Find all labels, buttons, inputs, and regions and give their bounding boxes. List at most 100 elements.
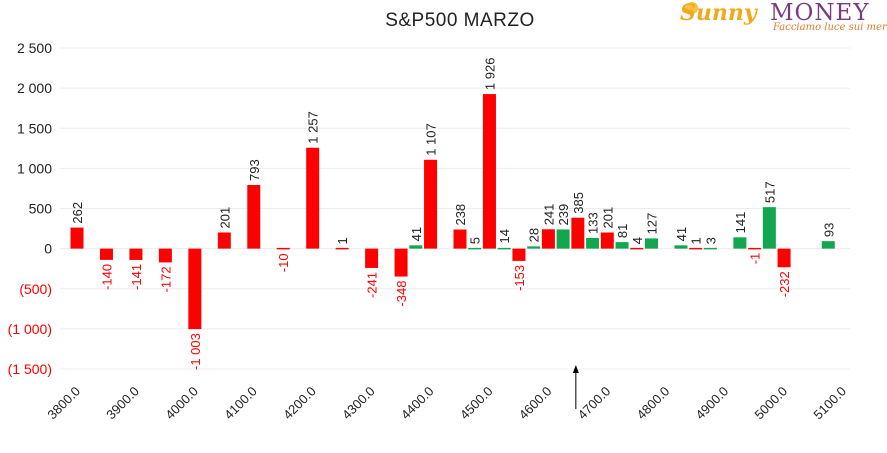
logo-money-text: MONEY	[770, 0, 870, 26]
x-tick-label: 3800.0	[44, 384, 83, 423]
bar	[335, 247, 349, 250]
bar	[645, 238, 658, 249]
bar	[365, 248, 379, 268]
data-label: 1	[689, 237, 704, 244]
sun-icon	[686, 2, 698, 14]
bar	[541, 229, 555, 249]
data-label: 133	[586, 212, 601, 234]
data-label: -153	[512, 265, 527, 291]
logo-tagline: Facciamo luce sui mercati	[773, 22, 887, 33]
bar	[468, 247, 482, 250]
y-tick-label: 1 000	[17, 160, 52, 176]
data-label: 41	[674, 227, 689, 241]
x-tick-label: 4900.0	[693, 384, 732, 423]
data-label: 14	[497, 229, 512, 243]
bar	[777, 248, 791, 268]
bar	[586, 237, 600, 249]
bar	[129, 248, 143, 260]
data-label: -140	[99, 264, 114, 290]
data-label: 28	[527, 228, 542, 242]
data-label: 239	[556, 204, 571, 226]
bar	[821, 241, 835, 249]
x-tick-label: 3900.0	[103, 384, 142, 423]
x-tick-label: 4500.0	[457, 384, 496, 423]
data-label: 517	[762, 181, 777, 203]
x-tick-label: 4800.0	[634, 384, 673, 423]
bar	[217, 232, 231, 249]
data-label: 3	[703, 237, 718, 244]
bar	[247, 184, 261, 249]
price-marker-arrowhead	[572, 365, 579, 373]
bar	[571, 217, 585, 249]
chart-title: S&P500 MARZO	[385, 10, 535, 31]
data-label: -172	[158, 266, 173, 292]
bar	[497, 247, 511, 250]
logo-main-text: Sunny	[680, 0, 757, 26]
bar	[689, 247, 703, 250]
x-tick-label: 5100.0	[810, 384, 849, 423]
bar	[674, 245, 688, 249]
y-tick-label: 2 000	[17, 80, 52, 96]
data-label: 1 257	[306, 111, 321, 144]
bar	[748, 247, 762, 250]
data-label: 141	[733, 212, 748, 234]
data-label: -241	[365, 272, 380, 298]
data-label: -1	[748, 253, 763, 265]
data-label: 201	[217, 207, 232, 229]
x-tick-label: 4200.0	[280, 384, 319, 423]
y-tick-label: 1 500	[17, 120, 52, 136]
data-label: 127	[645, 213, 660, 235]
bar	[703, 247, 717, 250]
x-tick-label: 5000.0	[751, 384, 790, 423]
data-label: 238	[453, 204, 468, 226]
bar	[70, 227, 84, 249]
data-label: -1 003	[188, 333, 203, 370]
bar	[158, 248, 172, 263]
bar	[556, 229, 570, 249]
bar	[527, 246, 541, 249]
data-label: -232	[777, 271, 792, 297]
bar	[306, 147, 320, 249]
y-tick-label: 0	[44, 241, 52, 257]
data-label: 1 926	[482, 58, 497, 91]
x-tick-label: 4300.0	[339, 384, 378, 423]
x-tick-label: 4100.0	[221, 384, 260, 423]
data-label: -348	[394, 281, 409, 307]
data-label: 262	[70, 202, 85, 224]
y-tick-label: (1 000)	[8, 321, 52, 337]
data-label: 4	[630, 237, 645, 244]
y-tick-label: 500	[29, 201, 53, 217]
data-label: 201	[600, 207, 615, 229]
data-label: 241	[541, 204, 556, 226]
data-label: 793	[247, 159, 262, 181]
x-tick-label: 4600.0	[516, 384, 555, 423]
data-label: 1 107	[424, 123, 439, 156]
x-tick-label: 4700.0	[575, 384, 614, 423]
data-label: 1	[335, 237, 350, 244]
data-label: 93	[821, 223, 836, 237]
data-label: -10	[276, 253, 291, 272]
y-tick-label: (500)	[19, 281, 52, 297]
bar	[733, 237, 747, 249]
data-label: 41	[409, 227, 424, 241]
bar	[424, 159, 438, 249]
x-tick-label: 4000.0	[162, 384, 201, 423]
data-label: 81	[615, 224, 630, 238]
bar	[512, 248, 526, 261]
data-label: 5	[468, 237, 483, 244]
bar	[394, 248, 408, 277]
bar	[99, 248, 113, 260]
bar	[762, 207, 776, 249]
bar	[276, 247, 290, 250]
bar	[409, 245, 423, 249]
bar	[482, 94, 496, 249]
bar	[188, 248, 202, 330]
y-tick-label: 2 500	[17, 40, 52, 56]
sunny-money-logo: Sunny MONEY Facciamo luce sui mercati	[680, 0, 887, 36]
x-tick-label: 4400.0	[398, 384, 437, 423]
bar	[600, 232, 614, 249]
bar	[453, 229, 467, 249]
bar	[615, 242, 629, 249]
bar	[630, 247, 644, 250]
